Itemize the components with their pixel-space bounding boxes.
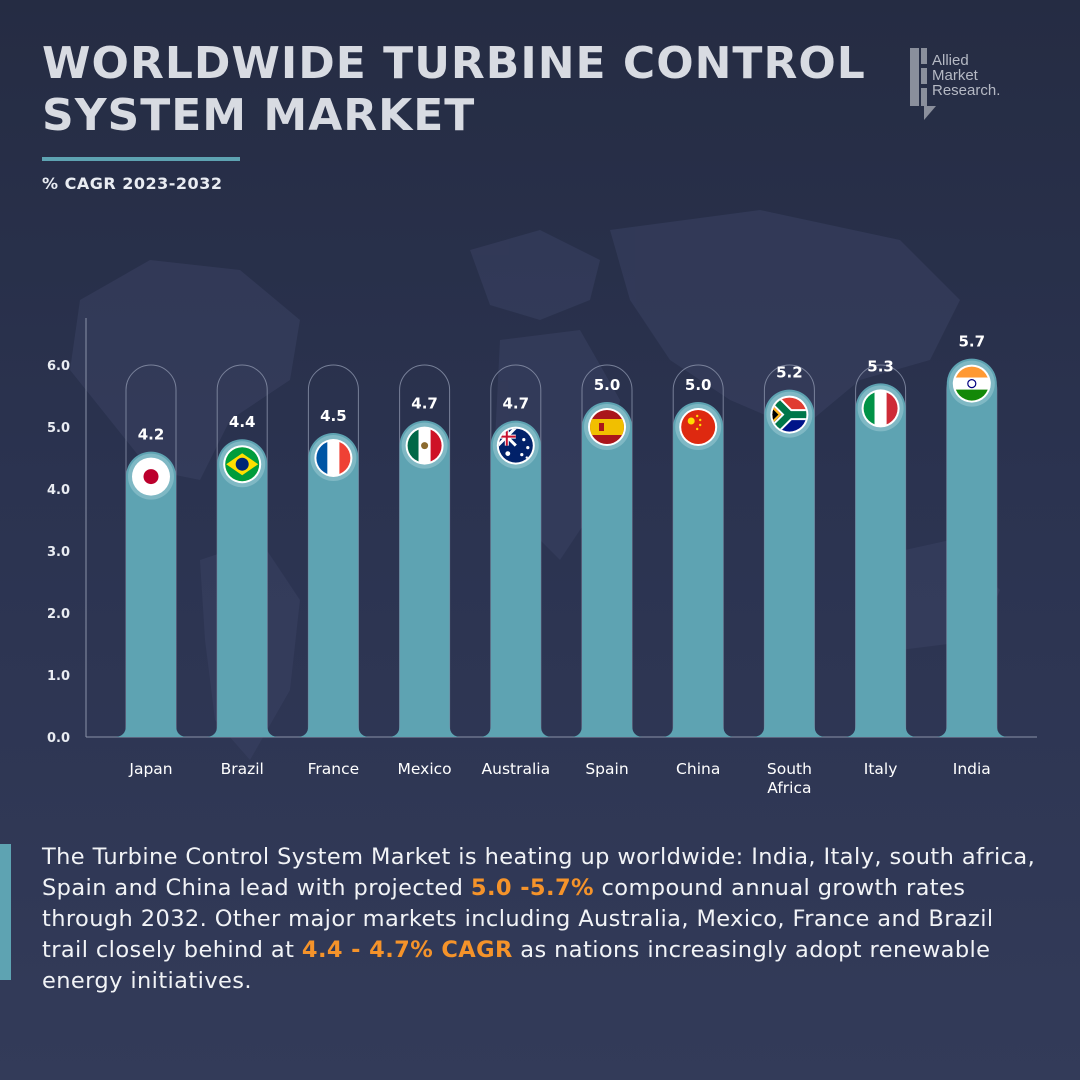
bar-track — [490, 364, 542, 737]
value-label: 4.4 — [229, 413, 256, 431]
bar-brazil — [205, 439, 280, 737]
bar-india — [934, 358, 1009, 737]
value-label: 4.7 — [503, 395, 530, 413]
category-label: South Africa — [767, 760, 812, 797]
summary-highlight-1: 5.0 -5.7% — [470, 875, 594, 901]
summary-highlight-2: 4.4 - 4.7% CAGR — [301, 937, 513, 963]
category-label: Spain — [585, 760, 628, 778]
summary-accent-bar — [0, 844, 11, 980]
logo-line-1: Allied — [932, 52, 969, 69]
cagr-bar-chart: 0.0 1.0 2.0 3.0 4.0 5.0 6.0 4.2 4.4 4.5 4.7 4.7 5.0… — [46, 318, 1037, 797]
spain-flag-icon — [584, 404, 630, 450]
bar-france — [296, 433, 371, 737]
page-title: WORLDWIDE TURBINE CONTROL SYSTEM MARKET — [42, 38, 866, 141]
y-tick-label: 1.0 — [47, 669, 70, 684]
bar-italy — [843, 383, 918, 737]
value-label: 4.5 — [320, 407, 347, 425]
bar-south-africa — [752, 389, 827, 737]
value-label: 4.2 — [138, 426, 165, 444]
value-label: 5.0 — [685, 376, 712, 394]
bar-track — [763, 364, 815, 737]
value-label: 5.7 — [959, 333, 986, 351]
south-africa-flag-icon — [766, 391, 813, 438]
value-label: 5.0 — [594, 376, 621, 394]
bar-track — [307, 364, 359, 737]
category-label: Japan — [128, 760, 172, 778]
bar-track — [581, 364, 633, 737]
value-label: 5.2 — [776, 364, 803, 382]
japan-flag-icon — [128, 453, 174, 500]
bar-spain — [570, 402, 644, 737]
logo-icon — [910, 48, 936, 120]
logo-line-3: Research. — [932, 82, 1001, 99]
china-flag-icon — [675, 404, 722, 450]
y-tick-label: 4.0 — [47, 483, 70, 498]
category-label: India — [953, 760, 991, 778]
bar-track — [125, 364, 177, 737]
france-flag-icon — [310, 435, 357, 481]
category-label: France — [308, 760, 360, 778]
y-tick-label: 5.0 — [47, 421, 70, 436]
summary-paragraph: The Turbine Control System Market is hea… — [42, 842, 1042, 997]
bar-mexico — [387, 420, 462, 737]
value-label: 4.7 — [411, 395, 438, 413]
category-label: China — [676, 760, 720, 778]
bar-track — [216, 364, 268, 737]
value-label: 5.3 — [867, 357, 894, 375]
chart-subtitle: % CAGR 2023-2032 — [42, 174, 223, 193]
logo-wordmark: Allied Market Research. — [932, 53, 1000, 98]
allied-market-research-logo: Allied Market Research. — [910, 48, 1042, 124]
x-axis: Japan Brazil France Mexico Australia Spain Chi… — [128, 760, 990, 797]
bars: 4.2 4.4 4.5 4.7 4.7 5.0 5.0 5.2 5.3 5.7 — [114, 333, 1009, 737]
bar-track — [399, 364, 451, 737]
logo-line-2: Market — [932, 67, 978, 84]
summary-text-2: compound annual growth rates through 203… — [42, 875, 994, 963]
category-label: Italy — [864, 760, 898, 778]
bar-track — [672, 364, 724, 737]
mexico-flag-icon — [401, 422, 448, 469]
category-label: Mexico — [398, 760, 452, 778]
bar-china — [661, 402, 736, 737]
bar-australia — [478, 420, 553, 737]
australia-flag-icon — [492, 422, 539, 469]
y-tick-label: 2.0 — [47, 607, 70, 622]
brazil-flag-icon — [219, 441, 266, 488]
india-flag-icon — [948, 360, 995, 407]
summary-text-1: The Turbine Control System Market is hea… — [42, 844, 1036, 901]
category-label: Australia — [482, 760, 551, 778]
category-label: Brazil — [221, 760, 264, 778]
y-tick-label: 6.0 — [47, 359, 70, 374]
summary-text-3: as nations increasingly adopt renewable … — [42, 937, 991, 994]
title-underline — [42, 157, 240, 161]
italy-flag-icon — [857, 385, 904, 432]
y-tick-label: 0.0 — [47, 731, 70, 746]
y-tick-label: 3.0 — [47, 545, 70, 560]
bar-japan — [114, 451, 188, 737]
bar-track — [855, 364, 907, 737]
